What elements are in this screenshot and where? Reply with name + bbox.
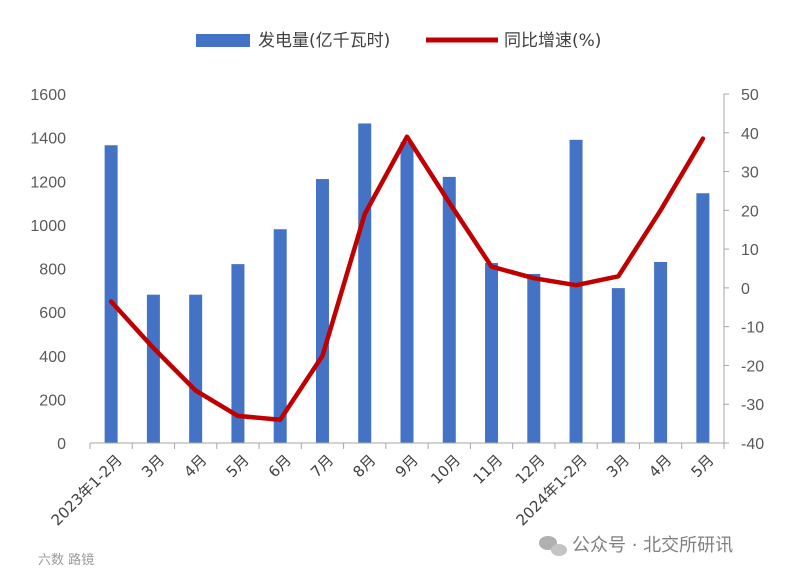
x-tick-label: 4月 — [180, 451, 210, 481]
legend: 发电量(亿千瓦时) 同比增速(%) — [196, 31, 601, 51]
right-axis: -40 -30 -20 -10 0 10 20 30 40 50 — [723, 87, 764, 453]
x-tick-label: 7月 — [307, 451, 337, 481]
left-tick-label: 200 — [39, 392, 66, 409]
bar — [273, 229, 287, 443]
watermark-right: 公众号 · 北交所研讯 — [572, 535, 733, 556]
x-tick-label: 9月 — [392, 451, 422, 481]
right-tick-label: -10 — [741, 320, 764, 337]
x-tick-label: 10月 — [427, 451, 464, 488]
watermarks: 公众号 · 北交所研讯 六数 路镜 — [38, 535, 733, 568]
bar — [442, 176, 456, 443]
legend-bar-label: 发电量(亿千瓦时) — [258, 31, 390, 51]
x-tick-label: 5月 — [688, 451, 718, 481]
bar — [527, 273, 541, 443]
x-tick-label: 2023年1-2月 — [48, 451, 126, 529]
bars — [104, 123, 710, 444]
left-tick-label: 1600 — [30, 87, 66, 104]
x-tick-label: 3月 — [138, 451, 168, 481]
left-tick-label: 400 — [39, 349, 66, 366]
x-tick-label: 6月 — [265, 451, 295, 481]
left-tick-label: 1200 — [30, 174, 66, 191]
right-tick-label: 0 — [741, 281, 750, 298]
right-tick-label: -40 — [741, 436, 764, 453]
bar — [231, 264, 245, 443]
right-tick-label: 30 — [741, 165, 759, 182]
x-tick-label: 8月 — [349, 451, 379, 481]
legend-bar-swatch — [196, 34, 250, 47]
right-tick-label: 40 — [741, 126, 759, 143]
left-tick-label: 1400 — [30, 131, 66, 148]
right-tick-label: 10 — [741, 242, 759, 259]
bar — [569, 139, 583, 443]
bar — [611, 288, 625, 443]
growth-line-path — [108, 134, 706, 422]
x-axis: 2023年1-2月 3月 4月 5月 6月 7月 8月 9月 10月 11月 12月2024年1-2… — [48, 442, 725, 529]
bar — [315, 179, 329, 443]
x-tick-label: 12月 — [512, 451, 549, 488]
left-tick-label: 0 — [57, 436, 66, 453]
right-tick-label: 50 — [741, 87, 759, 104]
bar — [358, 123, 372, 444]
left-tick-label: 800 — [39, 262, 66, 279]
left-tick-label: 1000 — [30, 218, 66, 235]
bar — [696, 193, 710, 443]
left-tick-label: 600 — [39, 305, 66, 322]
legend-line-label: 同比增速(%) — [504, 31, 601, 51]
bar — [654, 261, 668, 443]
x-tick-label: 11月 — [469, 451, 506, 488]
growth-line — [108, 134, 706, 422]
bar — [104, 145, 118, 443]
right-tick-label: -30 — [741, 397, 764, 414]
bar — [400, 141, 414, 444]
wechat-icon — [539, 536, 567, 556]
bar — [146, 294, 160, 443]
x-tick-label: 4月 — [645, 451, 675, 481]
x-tick-label: 5月 — [223, 451, 253, 481]
right-tick-label: -20 — [741, 358, 764, 375]
x-tick-label: 3月 — [603, 451, 633, 481]
left-axis-ticks: 0 200 400 600 800 1000 1200 1400 1600 — [30, 87, 66, 453]
right-tick-label: 20 — [741, 203, 759, 220]
bar — [189, 294, 203, 443]
bar — [485, 263, 499, 443]
watermark-left: 六数 路镜 — [38, 552, 94, 568]
